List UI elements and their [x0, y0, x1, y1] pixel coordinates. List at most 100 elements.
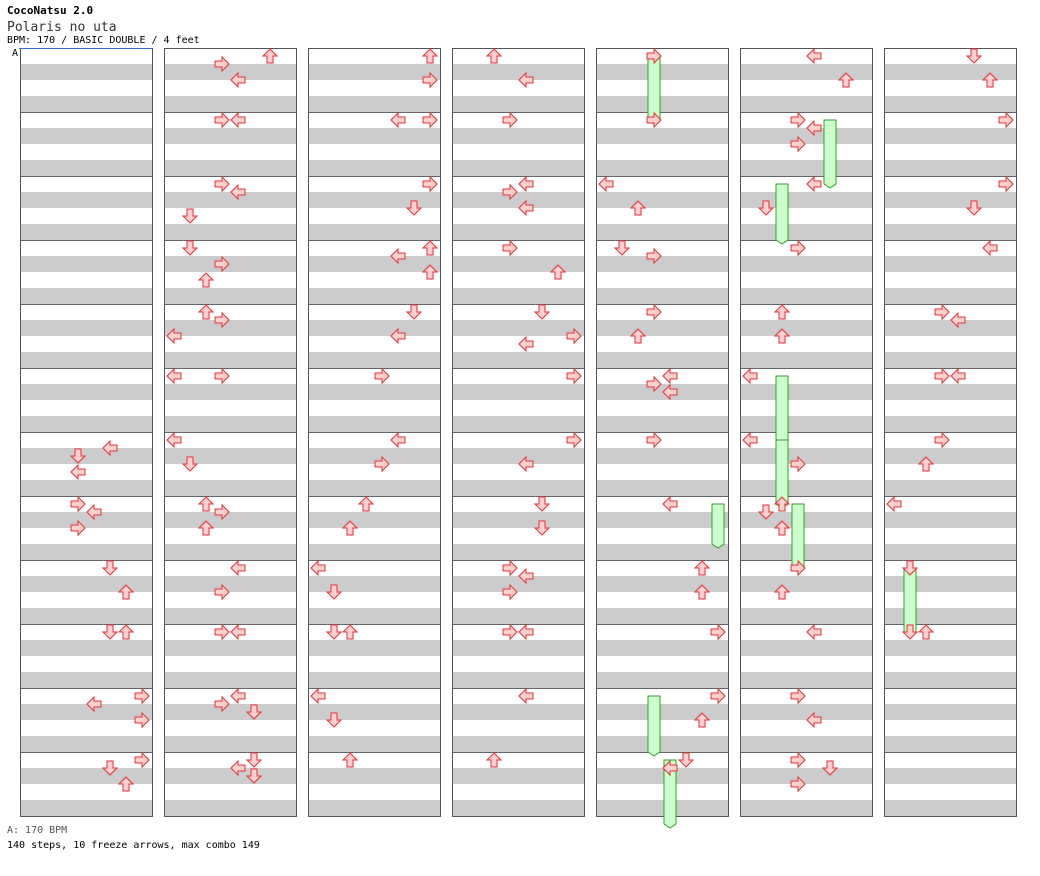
step-arrow: [230, 183, 246, 201]
beat-stripe: [740, 304, 872, 320]
beat-stripe: [884, 288, 1016, 304]
step-arrow: [502, 623, 518, 641]
step-arrow: [230, 759, 246, 777]
beat-stripe: [308, 416, 440, 432]
beat-stripe: [884, 304, 1016, 320]
beat-stripe: [740, 560, 872, 576]
beat-stripe: [740, 608, 872, 624]
beat-stripe: [740, 112, 872, 128]
beat-stripe: [740, 96, 872, 112]
step-arrow: [598, 175, 614, 193]
beat-stripe: [452, 416, 584, 432]
freeze-arrow: [663, 759, 677, 829]
beat-stripe: [164, 736, 296, 752]
beat-stripe: [596, 784, 728, 800]
step-arrow: [502, 583, 518, 601]
footer-bpm: A: 170 BPM: [7, 825, 68, 836]
beat-stripe: [884, 528, 1016, 544]
beat-stripe: [308, 480, 440, 496]
freeze-arrow: [775, 183, 789, 245]
beat-stripe: [884, 768, 1016, 784]
step-arrow: [901, 624, 919, 640]
step-arrow: [214, 583, 230, 601]
beat-stripe: [308, 720, 440, 736]
beat-stripe: [20, 704, 152, 720]
step-arrow: [230, 559, 246, 577]
step-arrow: [646, 303, 662, 321]
beat-stripe: [596, 624, 728, 640]
beat-stripe: [884, 704, 1016, 720]
step-arrow: [134, 751, 150, 769]
beat-stripe: [884, 240, 1016, 256]
beat-stripe: [452, 800, 584, 816]
beat-stripe: [596, 80, 728, 96]
beat-stripe: [740, 400, 872, 416]
beat-stripe: [740, 144, 872, 160]
beat-stripe: [164, 416, 296, 432]
step-arrow: [757, 200, 775, 216]
beat-stripe: [20, 64, 152, 80]
beat-stripe: [308, 144, 440, 160]
step-arrow: [677, 752, 695, 768]
step-arrow: [998, 175, 1014, 193]
beat-stripe: [452, 528, 584, 544]
beat-stripe: [164, 112, 296, 128]
beat-stripe: [740, 480, 872, 496]
step-arrow: [965, 200, 983, 216]
step-arrow: [245, 768, 263, 784]
bpm-change-line: [19, 48, 152, 49]
step-arrow: [533, 496, 551, 512]
beat-stripe: [452, 192, 584, 208]
step-arrow: [214, 111, 230, 129]
beat-stripe: [740, 208, 872, 224]
beat-stripe: [20, 608, 152, 624]
step-arrow: [102, 439, 118, 457]
step-arrow: [325, 584, 343, 600]
beat-stripe: [596, 432, 728, 448]
beat-stripe: [596, 144, 728, 160]
beat-stripe: [20, 560, 152, 576]
step-arrow: [710, 623, 726, 641]
beat-stripe: [20, 752, 152, 768]
beat-stripe: [20, 432, 152, 448]
beat-stripe: [20, 256, 152, 272]
beat-stripe: [596, 640, 728, 656]
beat-stripe: [596, 128, 728, 144]
beat-stripe: [20, 800, 152, 816]
beat-stripe: [884, 112, 1016, 128]
beat-stripe: [308, 304, 440, 320]
beat-stripe: [452, 304, 584, 320]
beat-stripe: [740, 496, 872, 512]
chart-info: BPM: 170 / BASIC DOUBLE / 4 feet: [7, 35, 200, 46]
beat-stripe: [20, 624, 152, 640]
beat-stripe: [452, 160, 584, 176]
step-arrow: [214, 367, 230, 385]
step-arrow: [70, 463, 86, 481]
beat-stripe: [596, 64, 728, 80]
beat-stripe: [20, 784, 152, 800]
beat-stripe: [884, 320, 1016, 336]
step-arrow: [341, 752, 359, 768]
bpm-marker-label: A: [12, 48, 19, 59]
step-arrow: [998, 111, 1014, 129]
beat-stripe: [740, 240, 872, 256]
beat-stripe: [452, 208, 584, 224]
chart-column-border: [884, 48, 1017, 817]
beat-stripe: [164, 320, 296, 336]
beat-stripe: [740, 512, 872, 528]
step-arrow: [101, 624, 119, 640]
step-arrow: [390, 431, 406, 449]
step-arrow: [422, 175, 438, 193]
beat-stripe: [20, 736, 152, 752]
beat-stripe: [20, 448, 152, 464]
beat-stripe: [740, 528, 872, 544]
step-arrow: [710, 687, 726, 705]
step-arrow: [518, 199, 534, 217]
beat-stripe: [596, 752, 728, 768]
beat-stripe: [740, 224, 872, 240]
beat-stripe: [308, 784, 440, 800]
beat-stripe: [596, 288, 728, 304]
beat-stripe: [884, 688, 1016, 704]
beat-stripe: [884, 496, 1016, 512]
step-arrow: [485, 48, 503, 64]
